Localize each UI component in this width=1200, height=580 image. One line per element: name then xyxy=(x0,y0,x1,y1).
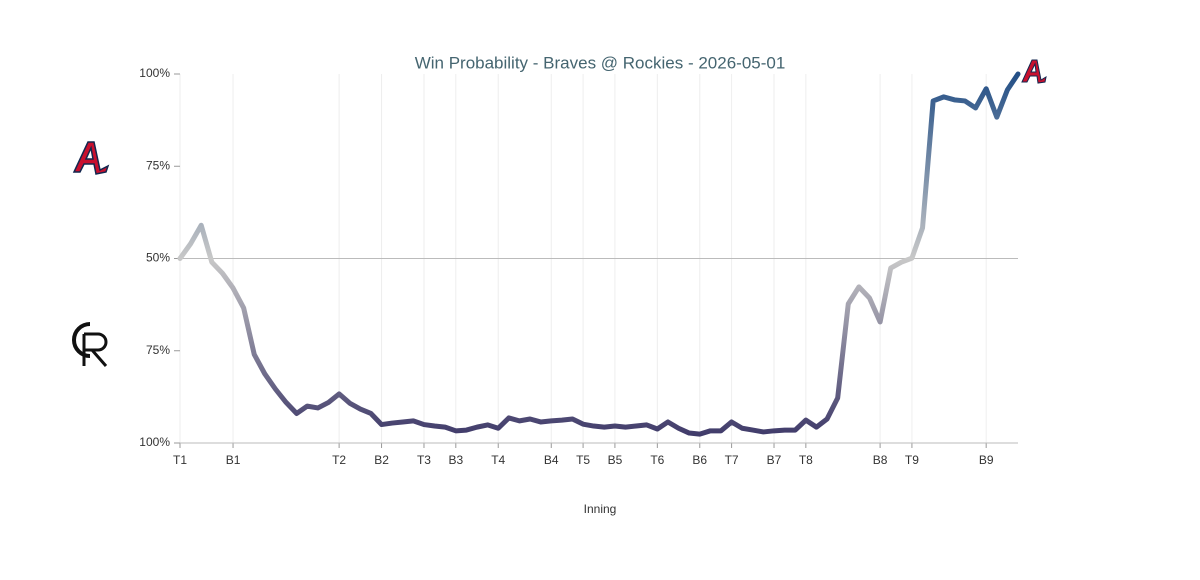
x-tick-label: T3 xyxy=(417,453,431,467)
x-tick-label: T6 xyxy=(650,453,664,467)
x-tick-label: B4 xyxy=(544,453,559,467)
y-tick-label: 75% xyxy=(146,343,170,357)
rockies-logo xyxy=(72,322,108,367)
x-tick-label: B6 xyxy=(692,453,707,467)
x-tick-label: T9 xyxy=(905,453,919,467)
x-tick-label: B8 xyxy=(873,453,888,467)
x-tick-label: B3 xyxy=(448,453,463,467)
x-tick-label: T8 xyxy=(799,453,813,467)
x-tick-label: T7 xyxy=(725,453,739,467)
x-tick-label: T5 xyxy=(576,453,590,467)
braves-logo xyxy=(72,141,110,175)
win-probability-line xyxy=(177,71,1021,437)
x-axis-label: Inning xyxy=(584,502,617,516)
y-tick-label: 100% xyxy=(139,435,170,449)
braves-icon xyxy=(72,141,110,175)
x-tick-label: T4 xyxy=(491,453,505,467)
y-tick-label: 75% xyxy=(146,158,170,172)
braves-end-icon xyxy=(1021,59,1047,84)
x-tick-label: B1 xyxy=(226,453,241,467)
x-tick-label: T2 xyxy=(332,453,346,467)
x-tick-label: B2 xyxy=(374,453,389,467)
x-tick-label: B7 xyxy=(767,453,782,467)
y-tick-label: 50% xyxy=(146,251,170,265)
rockies-r xyxy=(82,332,108,367)
y-tick-label: 100% xyxy=(139,66,170,80)
x-tick-label: B9 xyxy=(979,453,994,467)
x-tick-label: T1 xyxy=(173,453,187,467)
x-tick-label: B5 xyxy=(608,453,623,467)
chart-title: Win Probability - Braves @ Rockies - 202… xyxy=(415,53,786,72)
braves-icon xyxy=(1021,59,1047,84)
